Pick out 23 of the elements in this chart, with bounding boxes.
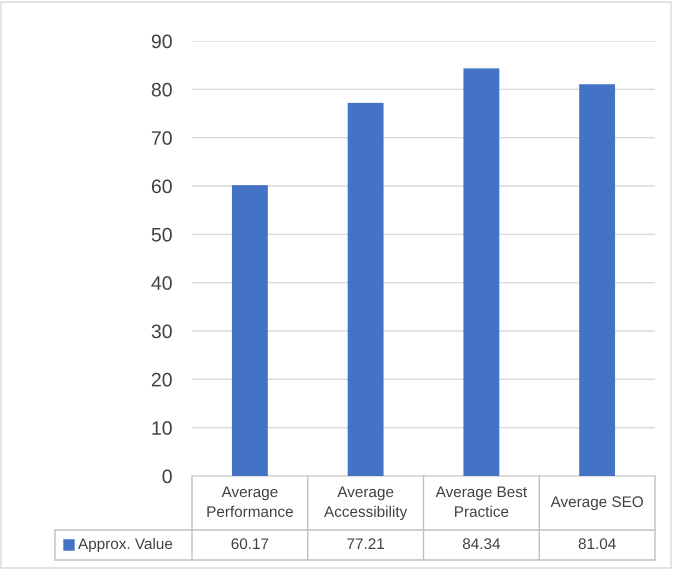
y-tick-label: 90 bbox=[152, 34, 172, 48]
bar bbox=[579, 84, 616, 476]
data-label: 60.17 bbox=[232, 538, 268, 550]
x-tick-label: Average Accessibility bbox=[324, 486, 408, 520]
y-tick-label: 60 bbox=[152, 179, 172, 194]
data-label: 81.04 bbox=[578, 538, 616, 550]
y-tick-label: 30 bbox=[152, 324, 172, 338]
y-tick-label: 40 bbox=[151, 276, 172, 290]
legend-label: Approx. Value bbox=[78, 538, 172, 552]
data-label: 77.21 bbox=[347, 538, 384, 549]
y-tick-label: 50 bbox=[152, 228, 172, 242]
y-tick-label: 70 bbox=[152, 131, 172, 145]
y-tick-label: 0 bbox=[162, 469, 172, 484]
bar bbox=[463, 68, 500, 476]
data-label: 84.34 bbox=[462, 538, 500, 550]
x-tick-label: Average Performance bbox=[207, 486, 293, 517]
y-tick-label: 10 bbox=[152, 421, 172, 435]
y-tick-label: 80 bbox=[152, 82, 172, 97]
bar bbox=[232, 185, 268, 476]
x-tick-label: Average SEO bbox=[550, 496, 643, 510]
x-tick-label: Average Best Practice bbox=[436, 486, 527, 517]
y-tick-label: 20 bbox=[152, 372, 172, 387]
bar bbox=[348, 102, 384, 476]
